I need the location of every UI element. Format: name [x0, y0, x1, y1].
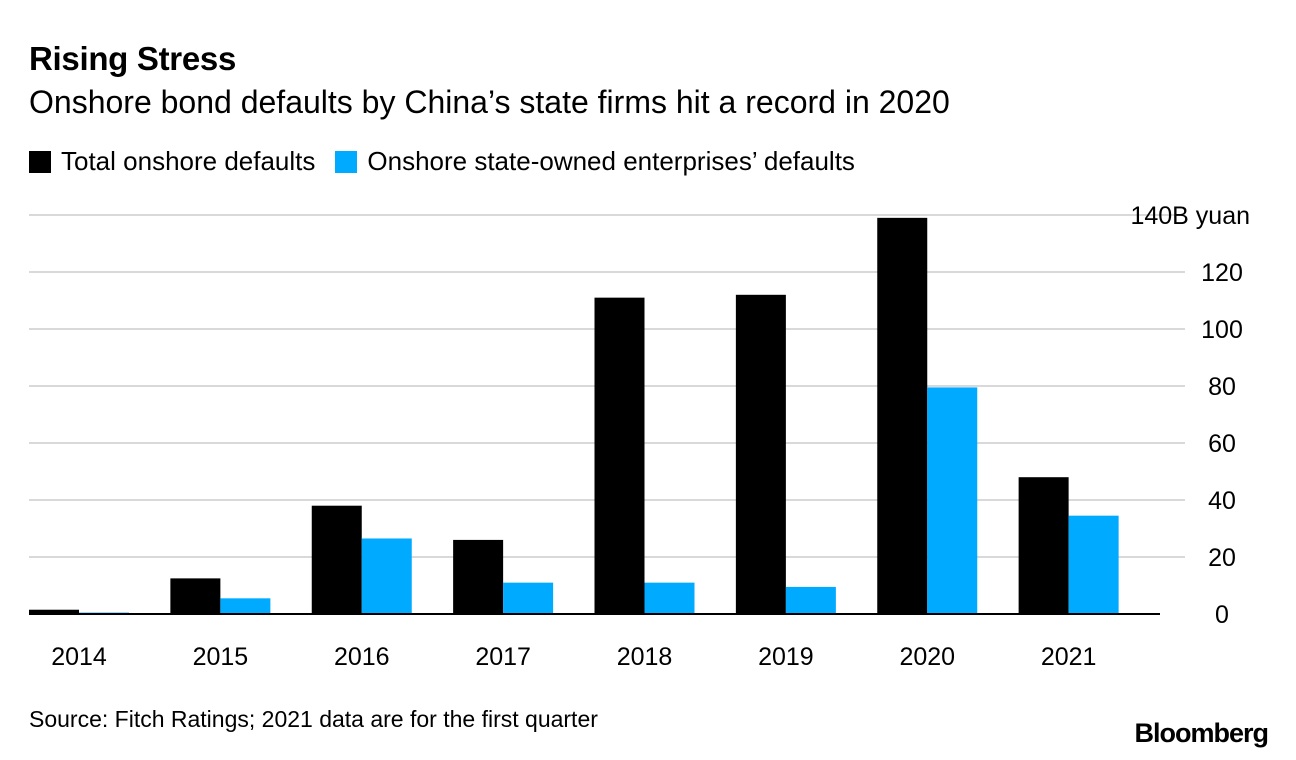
bar-total-2020 — [877, 217, 928, 614]
x-tick-label: 2014 — [51, 643, 107, 671]
x-tick-label: 2015 — [193, 643, 249, 671]
bar-soe-2019 — [785, 586, 836, 614]
x-tick-label: 2017 — [475, 643, 531, 671]
legend-swatch-total — [29, 150, 51, 173]
x-tick-label: 2020 — [899, 643, 955, 671]
x-tick-label: 2018 — [617, 643, 673, 671]
source-note: Source: Fitch Ratings; 2021 data are for… — [29, 706, 598, 732]
y-tick-label: 80 — [1208, 373, 1236, 401]
y-tick-label: 100 — [1201, 316, 1243, 344]
y-tick-label: 140B yuan — [1130, 202, 1250, 230]
bar-soe-2016 — [361, 538, 412, 614]
y-tick-label: 120 — [1201, 259, 1243, 287]
y-tick-label: 40 — [1208, 487, 1236, 515]
x-tick-label: 2016 — [334, 643, 390, 671]
x-tick-label: 2019 — [758, 643, 814, 671]
gridlines — [29, 214, 1185, 558]
bar-total-2021 — [1018, 477, 1069, 614]
bar-total-2019 — [735, 294, 786, 614]
y-axis-ticks: 0 20 40 60 80 100 120 140B yuan — [1130, 202, 1250, 629]
legend-item-soe: Onshore state-owned enterprises’ default… — [335, 146, 855, 177]
bar-soe-2018 — [644, 582, 695, 614]
chart-title: Rising Stress — [29, 40, 237, 77]
legend-swatch-soe — [335, 150, 358, 173]
bar-total-2017 — [453, 539, 504, 614]
chart-subtitle: Onshore bond defaults by China’s state f… — [29, 84, 950, 120]
bar-soe-2015 — [220, 598, 271, 614]
bar-soe-2020 — [927, 387, 978, 614]
y-tick-label: 20 — [1208, 544, 1236, 572]
y-tick-label: 0 — [1215, 601, 1229, 629]
bar-total-2015 — [170, 578, 221, 614]
y-tick-label: 60 — [1208, 430, 1236, 458]
bloomberg-logo: Bloomberg — [1134, 718, 1269, 748]
bar-total-2014 — [29, 609, 79, 614]
bar-total-2016 — [311, 505, 362, 614]
legend-item-total: Total onshore defaults — [29, 146, 315, 177]
legend-label-total: Total onshore defaults — [61, 146, 316, 176]
bar-soe-2021 — [1068, 515, 1119, 614]
legend-label-soe: Onshore state-owned enterprises’ default… — [367, 146, 855, 176]
x-tick-label: 2021 — [1041, 643, 1097, 671]
bar-total-2018 — [594, 297, 645, 614]
legend: Total onshore defaults Onshore state-own… — [29, 146, 875, 177]
bars — [29, 217, 1119, 614]
bar-soe-2017 — [503, 582, 554, 614]
x-axis-ticks: 2014 2015 2016 2017 2018 2019 2020 2021 — [51, 643, 1096, 671]
